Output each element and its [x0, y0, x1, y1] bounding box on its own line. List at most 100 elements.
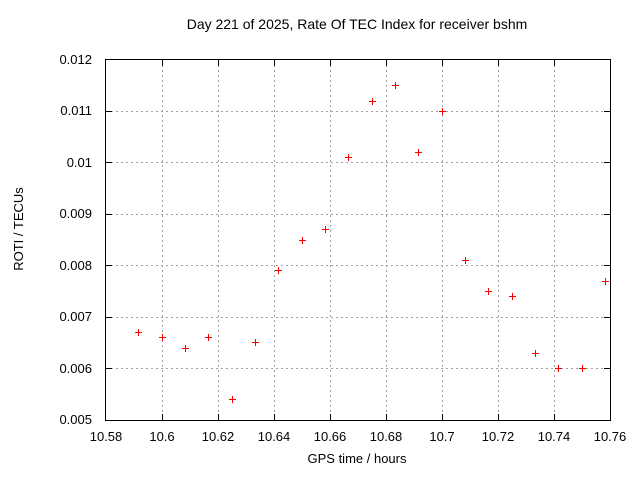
grid-line-vertical [273, 60, 275, 420]
plot-area: 10.58 10.6 10.62 10.64 10.66 10.68 10.7 10.72 10… [59, 52, 626, 444]
y-tick-right [604, 162, 610, 164]
marker-stroke-vertical [348, 154, 350, 162]
grid-line-horizontal [106, 265, 610, 267]
data-point-marker [601, 277, 609, 285]
y-tick-right [604, 316, 610, 318]
x-tick-bottom [385, 414, 387, 420]
x-tick-top [329, 60, 331, 66]
marker-stroke-vertical [511, 293, 513, 301]
y-tick-right [604, 213, 610, 215]
x-tick-bottom [441, 414, 443, 420]
marker-stroke-vertical [278, 267, 280, 275]
y-tick-left [106, 110, 112, 112]
marker-stroke-vertical [488, 287, 490, 295]
data-point-marker [485, 287, 493, 295]
marker-stroke-vertical [138, 329, 140, 337]
marker-stroke-vertical [464, 257, 466, 265]
marker-stroke-vertical [324, 226, 326, 234]
y-tick-label: 0.005 [59, 412, 92, 427]
data-point-marker [321, 226, 329, 234]
marker-stroke-vertical [184, 344, 186, 352]
data-point-marker [415, 149, 423, 157]
data-point-marker [531, 349, 539, 357]
x-tick-bottom [273, 414, 275, 420]
data-point-marker [391, 82, 399, 90]
x-tick-top [217, 60, 219, 66]
marker-stroke-vertical [394, 82, 396, 90]
x-tick-bottom [161, 414, 163, 420]
marker-stroke-vertical [208, 334, 210, 342]
x-tick-label: 10.68 [369, 429, 403, 444]
x-tick-bottom [553, 414, 555, 420]
marker-stroke-vertical [558, 365, 560, 373]
y-tick-left [106, 316, 112, 318]
x-tick-label: 10.6 [149, 429, 175, 444]
x-tick-bottom [497, 414, 499, 420]
y-tick-label: 0.008 [59, 257, 92, 273]
marker-stroke-vertical [254, 339, 256, 347]
grid-line-vertical [329, 60, 331, 420]
marker-stroke-vertical [534, 349, 536, 357]
x-tick-label: 10.66 [313, 429, 347, 444]
y-tick-label: 0.007 [59, 309, 92, 325]
y-tick-label: 0.011 [60, 103, 92, 119]
y-tick-left [106, 368, 112, 370]
y-tick-left [106, 213, 112, 215]
y-tick-right [604, 110, 610, 112]
y-tick-right [604, 368, 610, 370]
x-axis-label: GPS time / hours [307, 451, 407, 466]
x-tick-label: 10.74 [537, 429, 571, 444]
y-tick-label: 0.01 [66, 154, 92, 170]
grid-line-vertical [217, 60, 219, 420]
data-point-marker [345, 154, 353, 162]
marker-stroke-vertical [604, 277, 606, 285]
marker-stroke-vertical [231, 395, 233, 403]
data-point-marker [555, 365, 563, 373]
data-point-marker [181, 344, 189, 352]
x-tick-label: 10.7 [429, 429, 455, 444]
data-point-marker [135, 329, 143, 337]
y-tick-left [106, 162, 112, 164]
marker-stroke-vertical [441, 107, 443, 115]
grid-line-vertical [161, 60, 163, 420]
chart-title: Day 221 of 2025, Rate Of TEC Index for r… [186, 16, 528, 32]
x-tick-top [497, 60, 499, 66]
x-tick-top [553, 60, 555, 66]
x-tick-label: 10.76 [593, 429, 627, 444]
data-point-marker [251, 339, 259, 347]
y-axis-label: ROTI / TECUs [11, 187, 26, 271]
data-point-marker [368, 97, 376, 105]
grid-line-horizontal [106, 162, 610, 164]
grid-line-horizontal [106, 316, 610, 318]
x-tick-top [161, 60, 163, 66]
grid-line-vertical [441, 60, 443, 420]
grid-line-horizontal [106, 110, 610, 112]
data-point-marker [158, 334, 166, 342]
data-point-marker [205, 334, 213, 342]
marker-stroke-vertical [581, 365, 583, 373]
grid-line-horizontal [106, 213, 610, 215]
x-tick-label: 10.58 [89, 429, 123, 444]
data-point-marker [578, 365, 586, 373]
grid-line-horizontal [106, 368, 610, 370]
y-tick-label: 0.006 [59, 360, 92, 376]
grid-line-vertical [385, 60, 387, 420]
data-point-marker [461, 257, 469, 265]
x-tick-top [441, 60, 443, 66]
y-tick-left [106, 265, 112, 267]
x-tick-top [273, 60, 275, 66]
x-tick-bottom [329, 414, 331, 420]
data-point-marker [508, 293, 516, 301]
data-point-marker [228, 395, 236, 403]
data-point-marker [438, 107, 446, 115]
x-tick-label: 10.72 [481, 429, 515, 444]
x-tick-label: 10.64 [257, 429, 291, 444]
data-point-marker [275, 267, 283, 275]
y-tick-label: 0.012 [59, 52, 92, 67]
grid-line-vertical [497, 60, 499, 420]
data-point-marker [298, 236, 306, 244]
x-tick-label: 10.62 [201, 429, 235, 444]
grid-line-vertical [553, 60, 555, 420]
marker-stroke-vertical [418, 149, 420, 157]
